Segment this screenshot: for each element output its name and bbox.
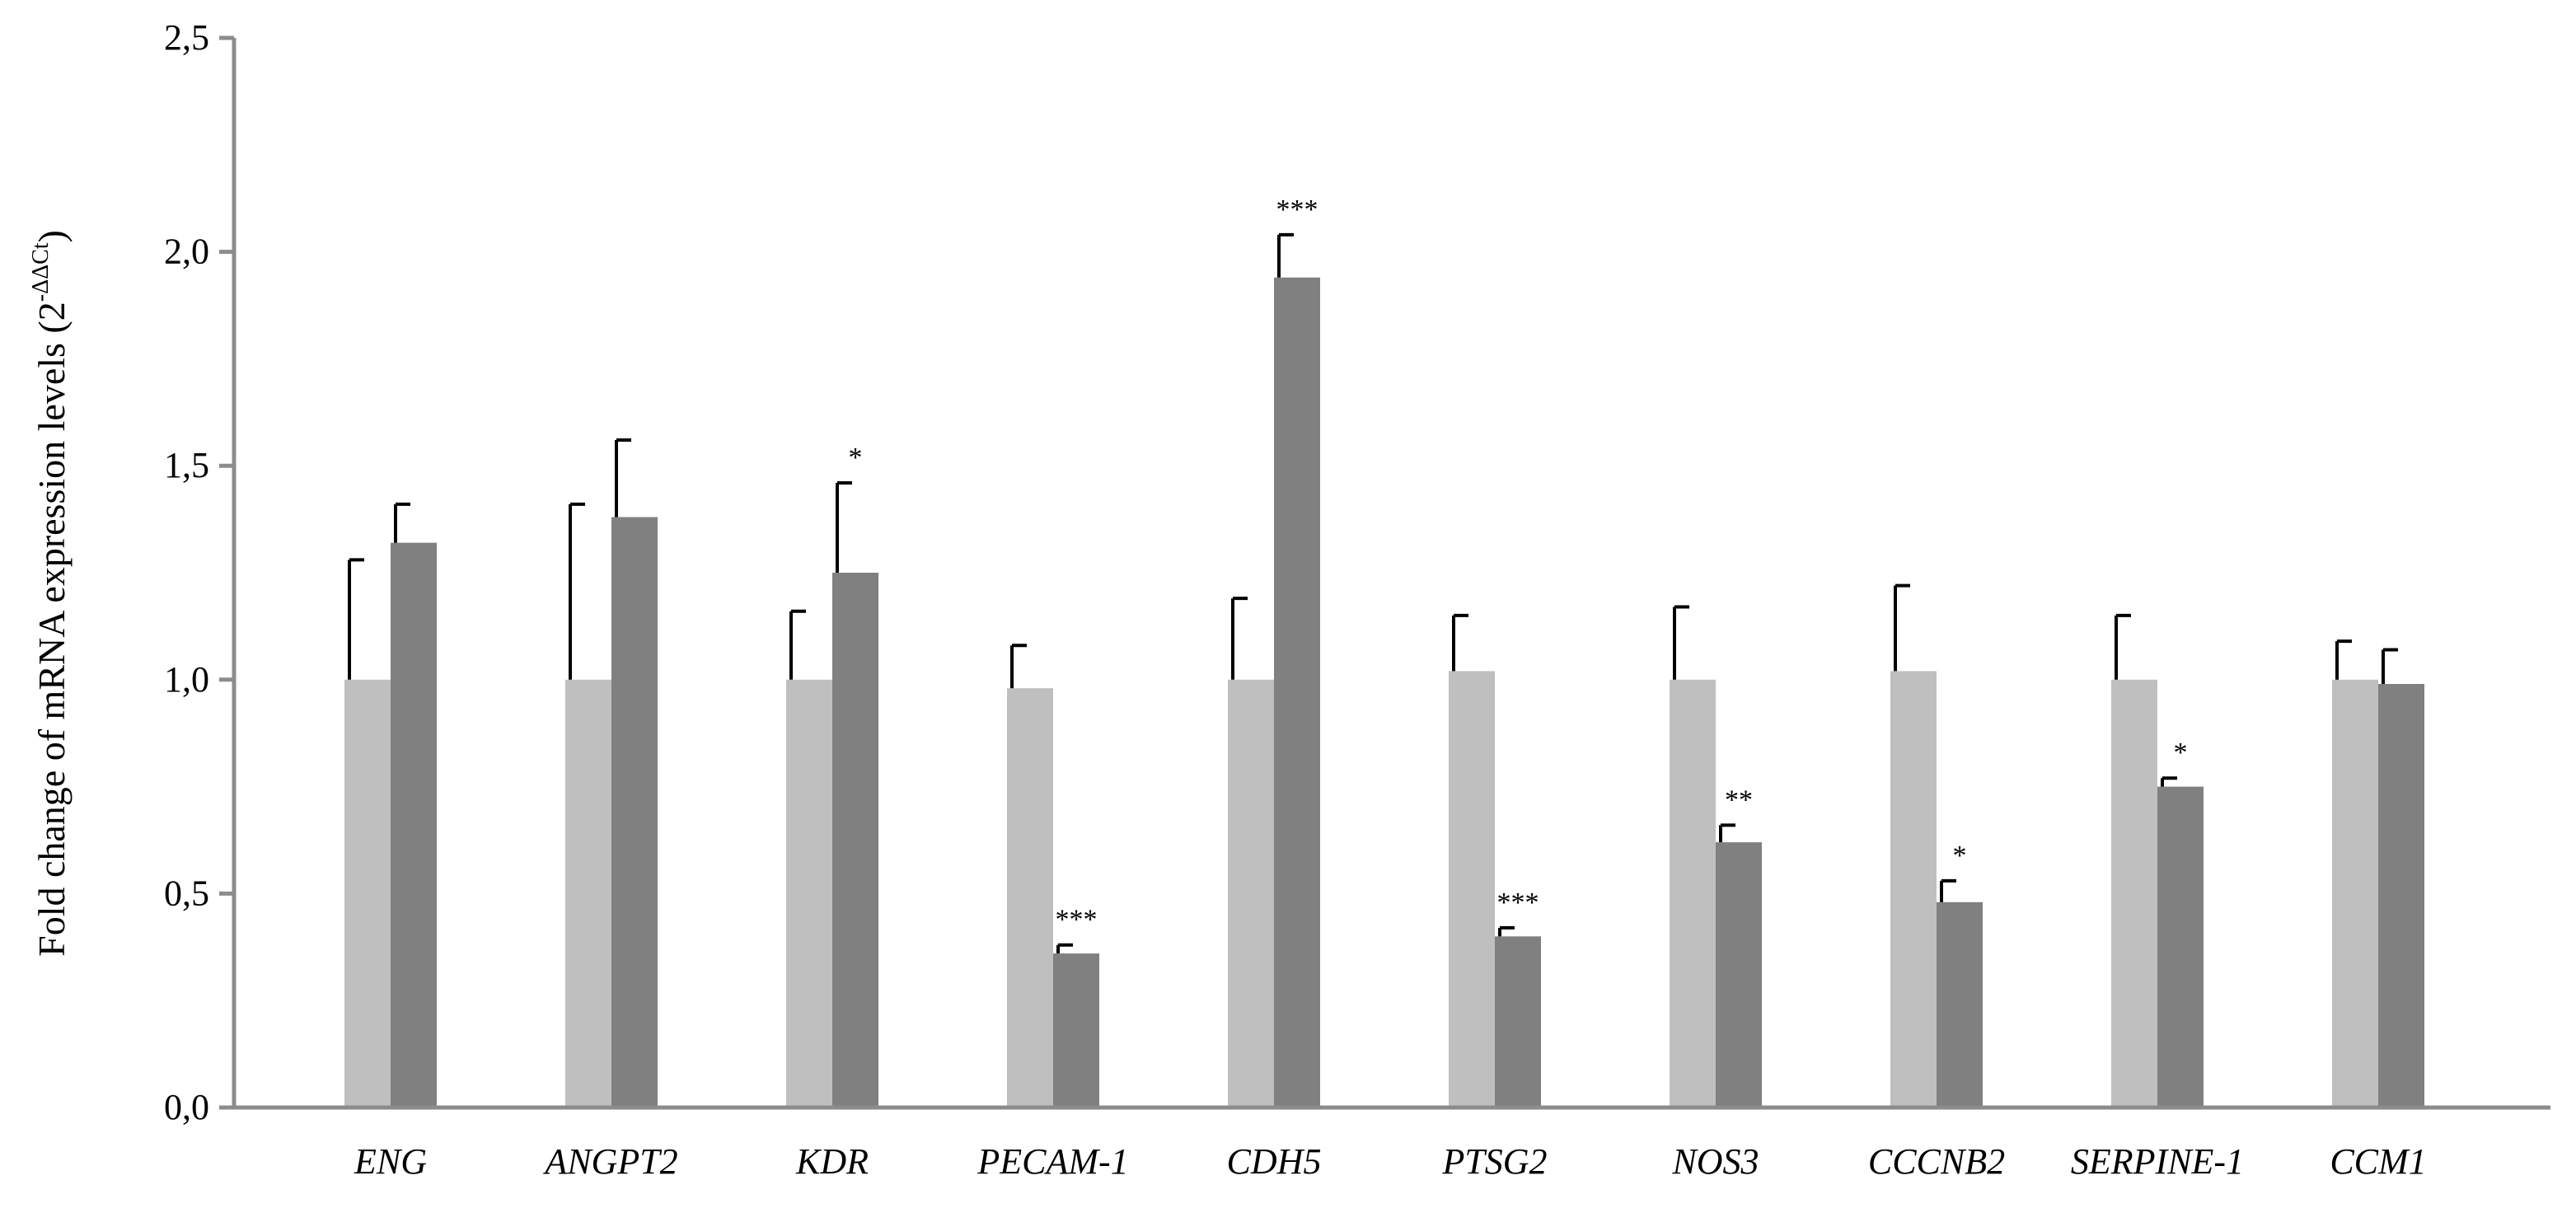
significance-label: *: [2174, 738, 2188, 768]
bar: [1007, 688, 1053, 1108]
bar: [565, 679, 611, 1108]
y-axis-ticks: 0,0 0,5 1,0 1,5 2,0 2,5: [164, 17, 234, 1127]
category-label: CCM1: [2330, 1141, 2426, 1182]
bar: [1053, 953, 1099, 1108]
significance-label: *: [849, 443, 863, 473]
category-label: PTSG2: [1441, 1141, 1547, 1182]
category-label: ENG: [354, 1141, 427, 1182]
bar: [611, 517, 658, 1108]
y-tick-label: 1,5: [164, 445, 209, 485]
significance-label: *: [1953, 841, 1967, 871]
x-axis-labels: ENG ANGPT2 KDR PECAM-1 CDH5 PTSG2 NOS3 CCCNB2 SE…: [354, 1141, 2427, 1182]
category-label: CCCNB2: [1868, 1141, 2005, 1182]
bar: [2157, 786, 2204, 1108]
bar: [2332, 679, 2378, 1108]
bar: [1890, 671, 1937, 1108]
significance-label: ***: [1497, 888, 1539, 918]
bars: [344, 277, 2424, 1108]
y-axis-title-suffix: ): [30, 230, 73, 242]
bar: [1937, 902, 1983, 1108]
category-label: PECAM-1: [977, 1141, 1128, 1182]
y-axis-title: Fold change of mRNA expression levels (2…: [28, 230, 73, 957]
bar: [1716, 842, 1762, 1108]
bar: [1274, 277, 1320, 1108]
bar: [2378, 683, 2424, 1108]
bar: [391, 542, 437, 1108]
category-label: CDH5: [1227, 1141, 1322, 1182]
y-axis-title-text: Fold change of mRNA expression levels (2: [30, 302, 73, 957]
significance-labels: **************: [849, 194, 2188, 935]
y-tick-label: 2,0: [164, 232, 209, 272]
bar: [1228, 679, 1274, 1108]
bar: [832, 573, 878, 1108]
bar: [2111, 679, 2157, 1108]
category-label: SERPINE-1: [2071, 1141, 2244, 1182]
category-label: ANGPT2: [542, 1141, 677, 1182]
svg-text:Fold change of mRNA expression: Fold change of mRNA expression levels (2…: [28, 230, 73, 957]
y-tick-label: 0,5: [164, 873, 209, 913]
y-tick-label: 2,5: [164, 17, 209, 58]
significance-label: ***: [1276, 194, 1318, 225]
significance-label: ***: [1056, 905, 1098, 935]
bar: [1449, 671, 1495, 1108]
y-tick-label: 0,0: [164, 1087, 209, 1127]
y-tick-label: 1,0: [164, 659, 209, 700]
bar: [344, 679, 391, 1108]
y-axis-title-superscript: -ΔΔCt: [28, 242, 54, 302]
bar: [786, 679, 832, 1108]
category-label: KDR: [795, 1141, 869, 1182]
significance-label: **: [1725, 784, 1753, 815]
bar: [1495, 936, 1541, 1108]
bar: [1670, 679, 1716, 1108]
category-label: NOS3: [1671, 1141, 1759, 1182]
error-bars: [348, 232, 2398, 954]
